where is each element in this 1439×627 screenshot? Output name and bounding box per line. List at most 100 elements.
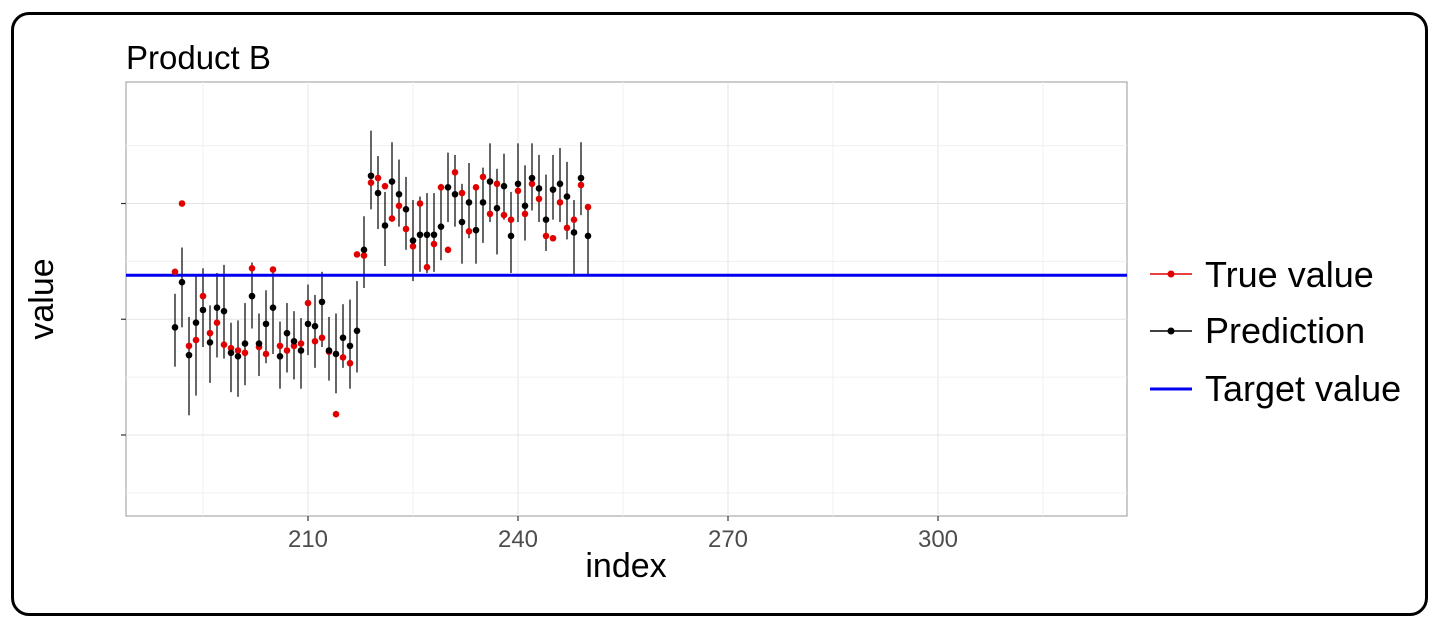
true-value-point	[297, 340, 305, 347]
true-value-point	[234, 347, 242, 354]
prediction-point	[409, 237, 417, 244]
prediction-point	[255, 340, 263, 347]
legend-label-true-value: True value	[1205, 254, 1374, 295]
legend-label-prediction: Prediction	[1205, 310, 1365, 351]
prediction-point	[283, 329, 291, 337]
prediction-point	[563, 193, 571, 200]
prediction-point	[416, 231, 424, 239]
true-value-point	[423, 263, 431, 271]
legend-item-target-value: Target value	[1150, 368, 1401, 409]
prediction-point	[171, 324, 179, 331]
prediction-point	[241, 340, 249, 347]
prediction-point	[213, 304, 221, 311]
prediction-point	[577, 174, 585, 182]
true-value-point	[185, 342, 193, 350]
prediction-point	[395, 190, 403, 198]
prediction-point	[479, 199, 487, 206]
true-value-point	[493, 180, 501, 188]
true-value-point	[311, 337, 319, 345]
prediction-point	[269, 304, 277, 311]
prediction-point	[458, 218, 466, 226]
prediction-point	[444, 184, 452, 191]
true-value-point	[206, 329, 214, 337]
true-value-point	[360, 252, 368, 259]
prediction-point	[185, 351, 193, 359]
prediction-point	[437, 223, 445, 230]
true-value-point	[584, 203, 592, 211]
prediction-point	[486, 178, 494, 185]
x-tick-label: 210	[288, 526, 328, 553]
prediction-point	[584, 232, 592, 240]
true-value-point	[318, 334, 326, 342]
true-value-point	[241, 349, 249, 357]
plot-panel	[125, 81, 1128, 517]
true-value-point	[227, 344, 235, 352]
true-value-point	[220, 341, 228, 349]
prediction-point	[535, 185, 543, 192]
prediction-point	[374, 189, 382, 197]
true-value-point	[171, 268, 179, 276]
prediction-point	[325, 347, 333, 354]
prediction-point	[262, 320, 270, 328]
true-value-point	[332, 410, 340, 418]
prediction-point	[178, 278, 186, 286]
y-axis-title: value	[23, 258, 61, 339]
true-value-point	[486, 210, 494, 218]
prediction-point	[423, 231, 431, 239]
prediction-series	[171, 172, 592, 360]
prediction-point	[528, 174, 536, 182]
prediction-point	[332, 350, 340, 358]
x-tick-label: 270	[708, 526, 748, 553]
prediction-point	[451, 190, 459, 198]
prediction-point	[472, 226, 480, 234]
prediction-point	[318, 298, 326, 306]
y-axis-ticks	[121, 202, 126, 436]
legend-item-prediction: Prediction	[1150, 310, 1365, 351]
true-value-point	[479, 173, 487, 181]
prediction-point	[227, 349, 235, 357]
prediction-point	[360, 246, 368, 254]
true-value-point	[528, 180, 536, 188]
legend-item-true-value: True value	[1150, 254, 1374, 295]
prediction-point	[542, 216, 550, 224]
prediction-point	[507, 232, 515, 240]
true-value-point	[283, 347, 291, 354]
true-value-point	[535, 195, 543, 203]
chart-title: Product B	[126, 39, 271, 76]
true-value-point	[178, 200, 186, 207]
legend-dot-true-value	[1167, 270, 1175, 278]
legend-label-target-value: Target value	[1205, 368, 1401, 409]
prediction-point	[402, 206, 410, 213]
true-value-point	[556, 199, 564, 206]
prediction-point	[353, 327, 361, 335]
true-value-point	[500, 211, 508, 219]
true-value-point	[269, 266, 277, 273]
prediction-point	[339, 334, 347, 342]
prediction-point	[206, 339, 214, 346]
true-value-point	[451, 168, 459, 176]
true-value-point	[290, 342, 298, 350]
true-value-point	[262, 350, 270, 358]
x-tick-label: 300	[918, 526, 958, 553]
grid	[126, 82, 1127, 516]
prediction-point	[276, 352, 284, 360]
true-value-point	[549, 234, 557, 242]
true-value-point	[381, 182, 389, 190]
true-value-point	[248, 265, 256, 272]
legend: True value Prediction Target value	[1150, 254, 1401, 409]
true-value-point	[346, 359, 354, 367]
true-value-point	[570, 216, 578, 224]
prediction-point	[381, 222, 389, 229]
true-value-point	[374, 174, 382, 182]
legend-dot-prediction	[1167, 327, 1175, 335]
true-value-point	[402, 225, 410, 233]
prediction-point	[192, 319, 200, 327]
true-value-point	[213, 319, 221, 327]
prediction-point	[388, 178, 396, 185]
prediction-point	[220, 307, 228, 315]
true-value-point	[514, 187, 522, 195]
prediction-point	[311, 322, 319, 330]
true-value-point	[472, 184, 480, 191]
prediction-point	[367, 172, 375, 180]
true-value-point	[458, 189, 466, 197]
